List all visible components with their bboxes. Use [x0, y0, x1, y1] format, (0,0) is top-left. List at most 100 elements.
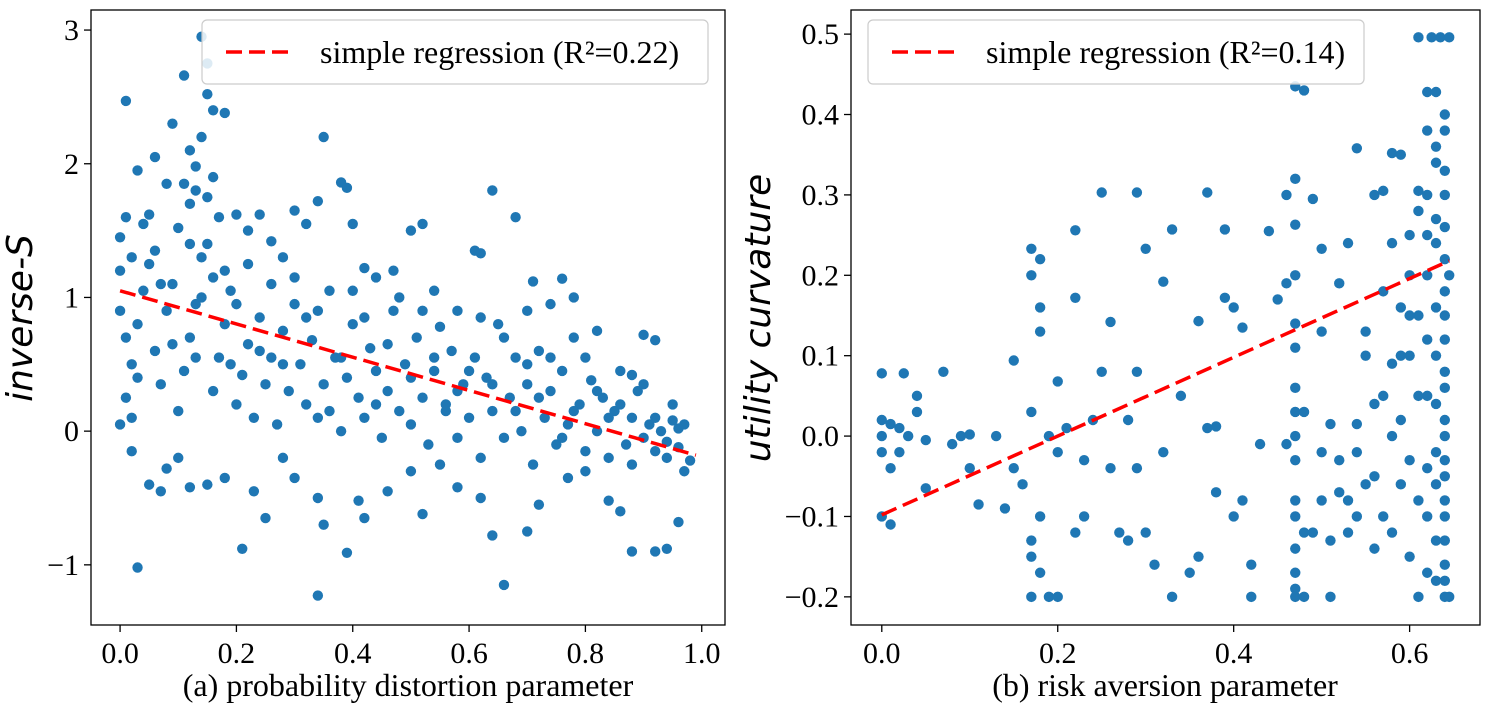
x-tick-label: 0.0 — [863, 637, 901, 670]
data-point — [463, 412, 475, 423]
data-point — [1430, 575, 1442, 586]
data-point — [556, 365, 568, 377]
data-point — [312, 412, 324, 423]
data-point — [1281, 189, 1292, 201]
data-point — [1351, 446, 1363, 458]
data-point — [237, 369, 248, 381]
data-point — [1439, 310, 1451, 321]
data-point — [1360, 479, 1371, 490]
data-point — [1334, 278, 1345, 289]
data-point — [1140, 243, 1151, 254]
data-point — [132, 562, 143, 573]
data-point — [955, 430, 967, 442]
data-point — [1316, 243, 1327, 254]
data-point — [1254, 438, 1266, 450]
data-point — [1193, 551, 1204, 562]
data-point — [213, 352, 225, 363]
data-point — [1202, 187, 1213, 198]
data-point — [1386, 237, 1398, 249]
data-point — [1026, 591, 1037, 603]
data-point — [405, 466, 417, 477]
x-tick-label: 1.0 — [683, 637, 721, 670]
data-point — [359, 412, 370, 423]
data-point — [498, 332, 510, 343]
data-point — [1430, 350, 1442, 361]
data-point — [661, 543, 673, 554]
data-point — [213, 212, 225, 223]
data-point — [1149, 559, 1160, 570]
data-point — [1413, 185, 1424, 197]
y-tick-label: 0.1 — [802, 340, 840, 373]
data-point — [446, 345, 457, 357]
y-tick-label: 1 — [64, 281, 79, 314]
data-point — [522, 359, 533, 370]
data-point — [399, 359, 411, 370]
data-point — [673, 423, 684, 434]
data-point — [295, 359, 306, 370]
y-tick-label: 0.2 — [802, 259, 840, 292]
data-point — [248, 486, 260, 497]
data-point — [1263, 225, 1275, 237]
y-axis-label: inverse-S — [0, 234, 41, 402]
data-point — [1439, 511, 1451, 522]
data-point — [1422, 390, 1433, 402]
data-point — [359, 512, 370, 524]
data-point — [1439, 575, 1451, 586]
data-point — [1193, 315, 1204, 327]
data-point — [1386, 147, 1398, 159]
data-point — [1422, 334, 1433, 345]
y-axis-label: utility curvature — [738, 174, 779, 462]
data-point — [167, 118, 178, 129]
data-point — [1131, 187, 1143, 198]
data-point — [1413, 390, 1424, 402]
data-point — [388, 305, 399, 317]
data-point — [1430, 237, 1442, 249]
data-point — [1334, 454, 1345, 466]
data-point — [341, 182, 353, 194]
data-point — [452, 432, 463, 444]
data-point — [885, 463, 896, 474]
scatter-points — [876, 32, 1455, 603]
data-point — [202, 89, 213, 100]
y-tick-label: 0.3 — [802, 179, 840, 212]
data-point — [190, 185, 201, 196]
data-point — [1439, 495, 1451, 506]
data-point — [911, 406, 923, 418]
data-point — [219, 472, 230, 484]
data-point — [1404, 310, 1415, 321]
data-point — [149, 245, 161, 256]
data-point — [1444, 591, 1455, 603]
data-point — [1026, 406, 1037, 418]
data-point — [876, 368, 887, 379]
data-point — [353, 392, 364, 403]
data-point — [382, 339, 393, 350]
data-point — [248, 412, 260, 423]
data-point — [312, 590, 324, 601]
data-point — [190, 352, 201, 363]
x-tick-label: 0.4 — [1215, 637, 1253, 670]
data-point — [312, 195, 324, 207]
data-point — [1422, 125, 1433, 136]
regression-line — [881, 259, 1450, 517]
data-point — [1369, 471, 1380, 482]
data-point — [1034, 302, 1046, 313]
data-point — [1430, 141, 1442, 152]
data-point — [370, 365, 382, 377]
data-point — [1131, 366, 1143, 377]
data-point — [283, 385, 294, 397]
data-point — [324, 285, 335, 296]
data-point — [370, 399, 382, 410]
data-point — [615, 506, 626, 517]
data-point — [1202, 422, 1213, 434]
data-point — [1404, 350, 1415, 361]
data-point — [266, 278, 277, 290]
data-point — [1043, 591, 1055, 603]
data-point — [516, 425, 527, 437]
data-point — [522, 379, 533, 390]
data-point — [1439, 221, 1451, 233]
data-point — [1316, 326, 1327, 337]
legend-box — [867, 19, 1365, 85]
y-tick-label: −0.1 — [785, 500, 839, 533]
chart-panel-2: 0.0 0.2 0.4 0.6 −0.2 −0.1 0.0 0.1 0.2 0.3 0.4 0.5 (b… — [738, 9, 1481, 703]
data-point — [487, 530, 498, 541]
